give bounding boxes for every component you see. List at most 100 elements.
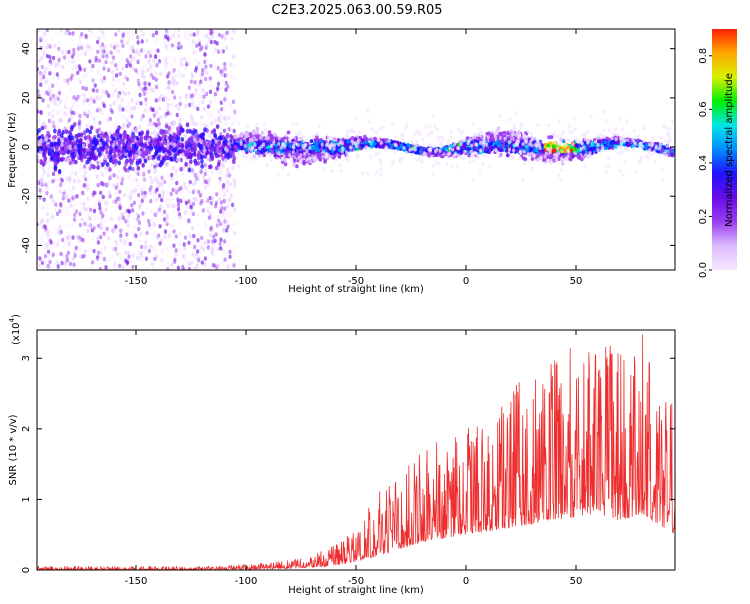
spectrogram-cell [209,63,213,68]
spectrogram-cell [151,79,155,85]
spectrogram-cell [79,92,83,97]
spectrogram-cell [208,215,212,221]
spectrogram-cell [87,121,91,126]
spectrogram-cell [220,72,224,78]
spectrogram-cell [199,75,203,80]
spectrogram-cell [127,109,131,114]
spectrogram-cell [96,175,100,180]
spectrogram-cell [175,73,179,78]
spectrogram-cell [89,45,93,51]
spectrogram-cell [92,190,96,195]
spectrogram-cell [153,212,157,218]
spectrogram-cell [217,196,222,202]
spectrogram-cell [38,256,42,261]
spectrogram-cell [230,107,234,112]
spectrogram-cell [185,122,190,128]
spectrogram-cell [205,196,209,201]
spectrogram-cell [161,212,165,218]
spectrogram-cell [46,234,50,240]
spectrogram-cell [224,114,228,119]
spectrogram-cell [77,53,81,59]
spectrogram-cell [83,65,87,70]
spectrogram-cell [113,246,118,252]
spectrogram-cell [200,260,204,265]
spectrogram-cell [170,120,174,126]
spectrogram-cell [131,166,135,172]
spectrogram-cell [224,213,228,218]
spectrogram-cell [47,232,52,238]
spectrogram-cell [224,67,228,73]
spectrogram-cell [142,176,146,181]
spectrogram-cell [198,122,202,127]
spectrogram-cell [193,57,197,63]
spectrogram-cell [201,69,205,75]
spectrogram-cell [151,75,156,81]
spectrogram-cell [88,223,92,228]
spectrogram-cell [101,54,105,59]
spectrogram-cell [225,174,229,179]
spectrogram-cell [161,135,165,141]
spectrogram-cell [165,189,169,195]
spectrogram-cell [198,94,203,99]
spectrogram-cell [168,196,172,202]
spectrogram-cell [85,159,89,165]
spectrogram-cell [94,58,98,63]
spectrogram-cell [127,254,131,259]
spectrogram-cell [118,71,122,77]
spectrogram-cell [119,228,123,233]
spectrogram-cell [184,93,189,98]
spectrogram-cell [40,181,44,186]
spectrogram-cell [61,48,65,54]
spectrogram-cell [121,212,125,218]
spectrogram-cell [189,261,193,266]
spectrogram-cell [201,71,205,77]
spectrogram-cell [283,162,288,167]
spectrogram-cell [186,38,191,43]
spectrogram-cell [203,261,207,267]
spectrogram-cell [97,202,101,207]
spectrogram-cell [193,152,197,158]
spectrogram-cell [221,214,225,219]
spectrogram-cell [187,218,191,224]
spectrogram-cell [164,58,168,63]
spectrogram-cell [166,266,170,270]
spectrogram-cell [150,261,154,266]
spectrogram-cell [101,80,106,85]
spectrogram-cell [205,70,209,76]
spectrogram-cell [132,224,136,230]
spectrogram-cell [81,74,85,80]
spectrogram-cell [178,48,182,54]
spectrogram-cell [203,185,208,190]
spectrogram-cell [128,36,132,42]
spectrogram-cell [99,226,103,231]
spectrogram-cell [103,246,107,251]
spectrogram-cell [110,60,114,65]
spectrogram-cell [180,144,185,149]
spectrogram-cell [209,112,214,117]
spectrogram-cell [227,115,231,121]
spectrogram-cell [142,91,146,96]
spectrogram-cell [139,250,143,256]
spectrogram-cell [187,182,191,187]
spectrogram-cell [194,129,198,134]
spectrogram-cell [104,56,109,62]
spectrogram-cell [129,150,133,156]
spectrogram-cell [163,229,168,234]
spectrogram-cell [104,201,108,206]
spectrogram-cell [47,111,51,116]
spectrogram-cell [219,132,223,137]
spectrogram-cell [51,171,56,177]
spectrogram-cell [149,163,153,168]
spectrogram-cell [226,233,230,239]
spectrogram-cell [63,262,67,267]
spectrogram-cell [94,249,99,254]
spectrogram-cell [99,235,103,240]
spectrogram-cell [92,213,96,218]
spectrogram-cell [56,264,60,269]
spectrogram-cell [97,58,102,63]
spectrogram-cell [154,249,158,254]
spectrogram-cell [194,161,198,166]
spectrogram-cell [103,45,107,50]
spectrogram-cell [132,216,136,221]
spectrogram-cell [151,217,155,223]
